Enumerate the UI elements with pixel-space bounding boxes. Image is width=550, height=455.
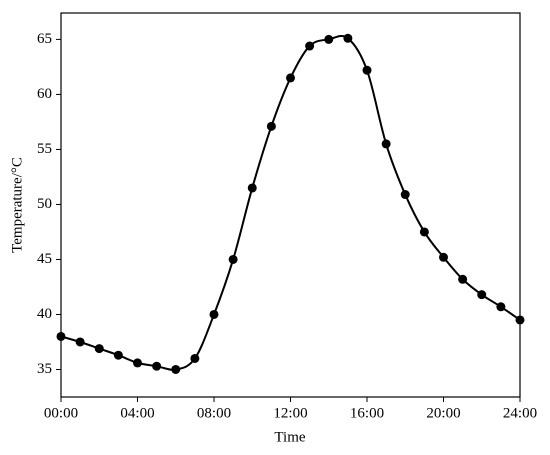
data-point [266, 121, 276, 131]
data-point [190, 353, 200, 363]
data-point [362, 65, 372, 75]
data-point [400, 190, 410, 200]
x-tick-label: 16:00 [350, 405, 384, 421]
data-point [439, 252, 448, 262]
y-tick-label: 55 [37, 141, 52, 157]
data-point [75, 337, 85, 347]
y-tick-label: 40 [37, 306, 52, 322]
data-point [133, 358, 142, 368]
data-point [113, 350, 123, 360]
x-tick-label: 08:00 [197, 405, 231, 421]
data-point [458, 274, 468, 284]
y-axis-label: Temperature/°C [9, 157, 25, 253]
data-point [152, 361, 162, 371]
data-point [324, 34, 334, 44]
data-point [477, 290, 487, 300]
y-tick-label: 60 [37, 86, 52, 102]
data-point [94, 344, 104, 354]
plot-frame [60, 12, 521, 398]
x-tick-label: 24:00 [503, 405, 537, 421]
data-point [228, 254, 238, 264]
x-axis-label: Time [274, 429, 305, 445]
series-line [60, 35, 521, 371]
y-tick-label: 35 [37, 361, 52, 377]
data-point [305, 41, 315, 51]
data-point [343, 33, 353, 43]
data-point [56, 331, 66, 341]
y-tick-label: 65 [37, 31, 52, 47]
data-point [515, 315, 525, 325]
data-point [381, 139, 391, 149]
data-point [171, 364, 181, 374]
data-point [247, 183, 257, 193]
x-tick-label: 00:00 [44, 405, 78, 421]
data-point [209, 309, 219, 319]
data-point [286, 73, 295, 83]
data-point [419, 227, 429, 237]
y-tick-label: 50 [37, 196, 52, 212]
y-tick-label: 45 [37, 251, 52, 267]
x-tick-label: 12:00 [273, 405, 307, 421]
data-point [496, 302, 506, 312]
x-tick-label: 04:00 [120, 405, 154, 421]
x-tick-label: 20:00 [426, 405, 460, 421]
